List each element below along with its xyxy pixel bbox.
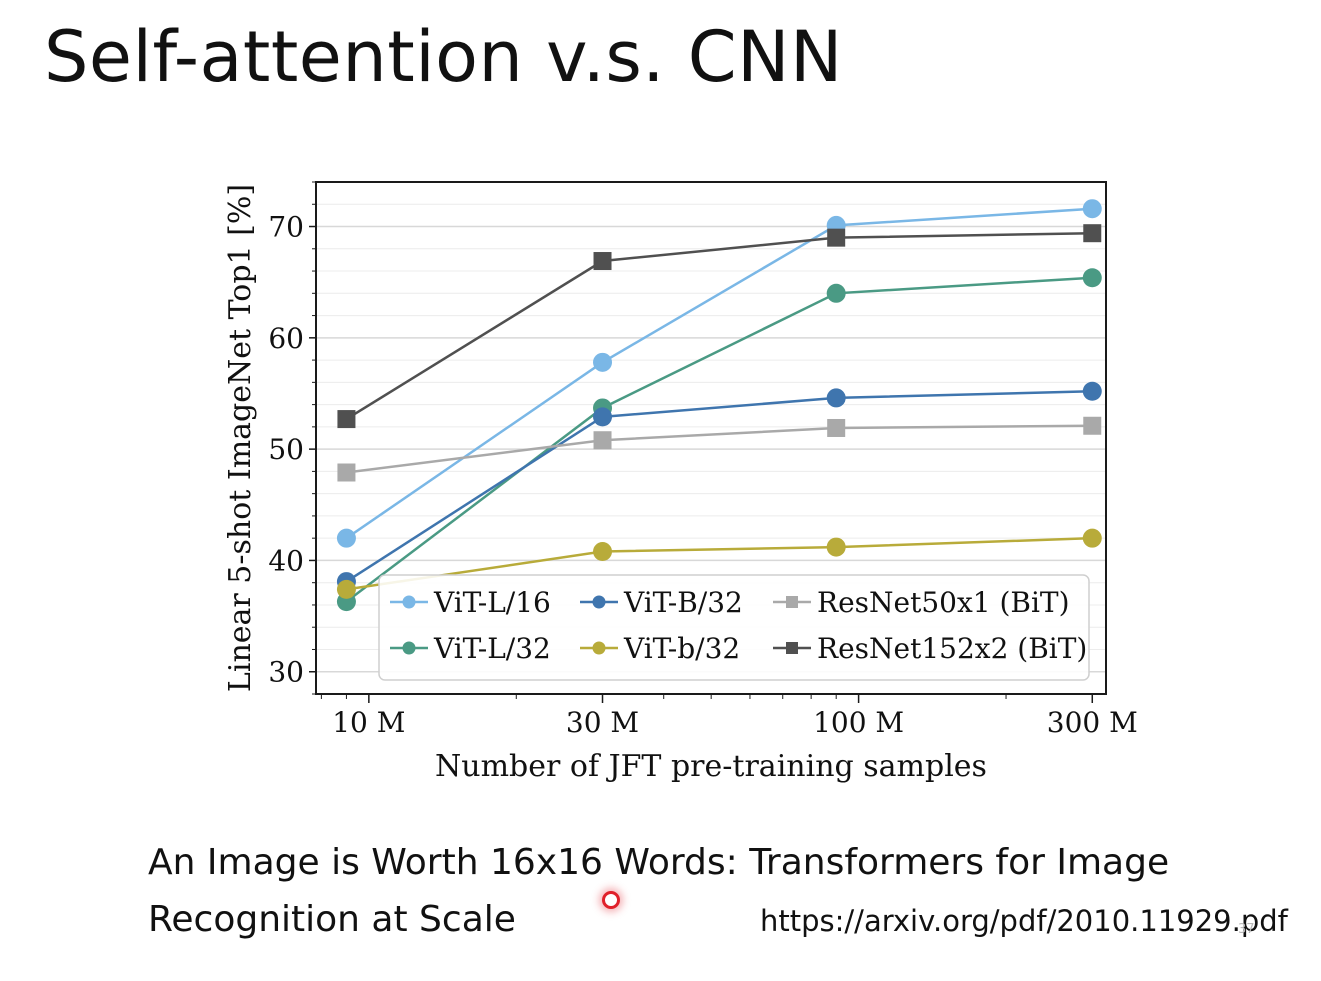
slide-number: 37 <box>1238 922 1255 937</box>
paper-url[interactable]: https://arxiv.org/pdf/2010.11929.pdf <box>760 904 1288 938</box>
data-point <box>593 431 612 450</box>
legend-marker <box>402 595 416 609</box>
legend-label: ViT-L/16 <box>433 586 551 619</box>
data-point <box>826 388 846 408</box>
data-point <box>336 579 356 599</box>
series-line <box>346 536 1093 591</box>
y-tick-label: 60 <box>268 322 304 355</box>
x-tick-label: 30 M <box>566 706 639 739</box>
legend-marker <box>402 641 416 655</box>
y-tick-label: 50 <box>268 433 304 466</box>
legend-marker <box>592 641 606 655</box>
data-point <box>336 528 356 548</box>
y-tick-label: 70 <box>268 211 304 244</box>
legend-label: ResNet50x1 (BiT) <box>817 586 1070 619</box>
data-point <box>593 252 612 271</box>
series-line <box>345 231 1093 421</box>
data-point <box>1082 199 1102 219</box>
data-point <box>593 352 613 372</box>
slide-title: Self-attention v.s. CNN <box>44 16 843 98</box>
legend-label: ViT-L/32 <box>433 632 551 665</box>
data-point <box>337 463 356 482</box>
x-tick-label: 300 M <box>1047 706 1138 739</box>
legend-label: ViT-b/32 <box>623 632 740 665</box>
legend-marker <box>592 595 606 609</box>
series-line <box>345 390 1093 583</box>
series-line <box>345 276 1093 603</box>
series-group <box>336 199 1102 612</box>
data-point <box>826 537 846 557</box>
legend-box <box>378 574 1090 681</box>
data-point <box>1082 268 1102 288</box>
data-point <box>593 407 613 427</box>
x-tick-label: 100 M <box>813 706 904 739</box>
series-line <box>345 207 1093 540</box>
x-tick-label: 10 M <box>332 706 405 739</box>
data-point <box>1083 224 1102 243</box>
axis-ticks: 30 40 50 60 70 10 M 30 M 100 M 300 M <box>268 181 1138 739</box>
y-axis-label: Linear 5-shot ImageNet Top1 [%] <box>223 184 258 692</box>
y-tick-label: 40 <box>268 544 304 577</box>
legend: ViT-L/16 ViT-B/32 ResNet50x1 (BiT) ViT-L/32… <box>378 574 1090 681</box>
legend-label: ResNet152x2 (BiT) <box>817 632 1087 665</box>
paper-caption: An Image is Worth 16x16 Words: Transform… <box>148 842 1170 940</box>
data-point <box>1082 381 1102 401</box>
data-point <box>337 410 356 429</box>
data-point <box>826 283 846 303</box>
data-point <box>593 542 613 562</box>
series-line <box>346 424 1093 474</box>
legend-marker <box>786 642 798 654</box>
data-point <box>1082 528 1102 548</box>
legend-marker <box>786 596 798 608</box>
laser-pointer-icon <box>602 891 620 909</box>
legend-label: ViT-B/32 <box>623 586 743 619</box>
x-axis-label: Number of JFT pre-training samples <box>435 749 987 784</box>
data-point <box>1083 416 1102 435</box>
data-point <box>827 418 846 437</box>
y-tick-label: 30 <box>268 656 304 689</box>
data-point <box>827 228 846 247</box>
